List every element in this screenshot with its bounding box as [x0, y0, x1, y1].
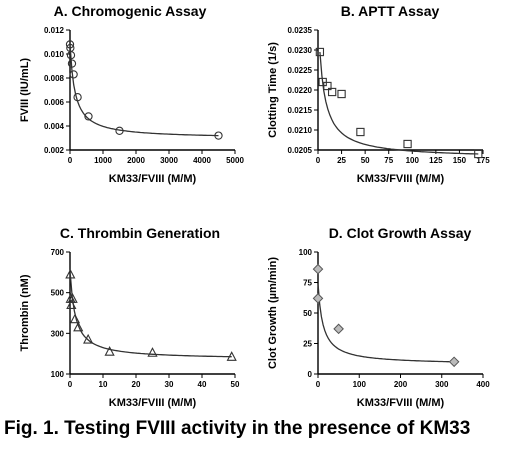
data-point — [312, 263, 324, 275]
y-axis-label: Clot Growth (µm/min) — [267, 257, 279, 369]
y-tick-label: 0 — [308, 370, 313, 379]
data-point — [214, 131, 223, 140]
y-tick-label: 0.010 — [44, 50, 65, 59]
x-tick-label: 50 — [361, 156, 370, 165]
x-tick-label: 100 — [353, 380, 367, 389]
x-tick-label: 5000 — [226, 156, 244, 165]
y-tick-label: 100 — [299, 248, 313, 257]
y-tick-label: 0.006 — [44, 98, 65, 107]
x-tick-label: 100 — [406, 156, 420, 165]
y-tick-label: 0.0230 — [288, 46, 313, 55]
data-point — [327, 87, 337, 97]
x-tick-label: 10 — [99, 380, 108, 389]
y-axis-label: FVIII (IU/mL) — [19, 58, 31, 123]
data-point — [226, 351, 237, 361]
x-tick-label: 0 — [316, 156, 321, 165]
x-tick-label: 20 — [132, 380, 141, 389]
data-point — [337, 89, 346, 99]
x-tick-label: 1000 — [94, 156, 112, 165]
data-point — [315, 47, 325, 57]
y-tick-label: 700 — [51, 248, 65, 257]
data-point — [67, 293, 78, 303]
x-tick-label: 25 — [337, 156, 346, 165]
data-point — [65, 40, 75, 49]
chart-panel-a: A. Chromogenic Assay 0.002 0.004 0.006 0.008… — [19, 3, 244, 185]
x-tick-label: 2000 — [127, 156, 145, 165]
data-point — [312, 293, 324, 304]
fit-curve — [69, 274, 232, 358]
y-tick-label: 0.0225 — [288, 66, 313, 75]
data-point — [65, 268, 76, 279]
x-axis-label: KM33/FVIII (M/M) — [109, 173, 197, 185]
panel-title: A. Chromogenic Assay — [54, 3, 207, 19]
data-point — [115, 126, 124, 135]
data-point — [403, 139, 412, 149]
y-tick-label: 0.0235 — [288, 26, 313, 35]
x-tick-label: 4000 — [193, 156, 211, 165]
panel-title: D. Clot Growth Assay — [329, 225, 472, 241]
data-point — [84, 112, 93, 121]
panel-title: C. Thrombin Generation — [60, 225, 220, 241]
data-point — [83, 333, 94, 344]
x-tick-label: 50 — [231, 380, 240, 389]
x-tick-label: 3000 — [160, 156, 178, 165]
data-point — [448, 356, 460, 368]
x-tick-label: 200 — [394, 380, 408, 389]
y-tick-label: 75 — [303, 279, 312, 288]
x-tick-label: 125 — [429, 156, 443, 165]
figure-caption: Fig. 1. Testing FVIII activity in the pr… — [4, 418, 471, 439]
charts-canvas: A. Chromogenic Assay 0.002 0.004 0.006 0.008… — [19, 3, 490, 409]
y-tick-label: 300 — [51, 329, 65, 338]
x-tick-label: 30 — [165, 380, 174, 389]
x-tick-label: 175 — [476, 156, 490, 165]
x-tick-label: 300 — [435, 380, 449, 389]
data-point — [323, 81, 332, 91]
fit-curve — [319, 51, 479, 155]
y-tick-label: 0.0205 — [288, 146, 313, 155]
data-point — [69, 70, 78, 79]
y-axis-label: Clotting Time (1/s) — [267, 42, 279, 138]
y-tick-label: 0.012 — [44, 26, 65, 35]
x-tick-label: 40 — [198, 380, 207, 389]
y-tick-label: 25 — [303, 340, 312, 349]
y-tick-label: 0.008 — [44, 74, 65, 83]
y-tick-label: 0.0215 — [288, 106, 313, 115]
data-point — [66, 51, 76, 60]
chart-panel-b: B. APTT Assay 0.0205 0.0210 0.0215 0.0220 0.0… — [267, 3, 490, 185]
panel-title: B. APTT Assay — [341, 3, 440, 19]
fit-curve — [317, 283, 455, 363]
data-point — [66, 299, 77, 310]
data-point — [104, 346, 115, 356]
data-point — [474, 149, 483, 159]
y-tick-label: 100 — [51, 370, 65, 379]
y-tick-label: 0.002 — [44, 146, 65, 155]
y-tick-label: 0.004 — [44, 122, 65, 131]
y-tick-label: 50 — [303, 309, 312, 318]
data-point — [67, 59, 77, 68]
data-point — [69, 313, 81, 324]
x-tick-label: 0 — [68, 156, 73, 165]
x-tick-label: 0 — [316, 380, 321, 389]
x-tick-label: 150 — [453, 156, 467, 165]
chart-panel-d: D. Clot Growth Assay 0 25 50 75 100 0 100 200 300… — [267, 225, 490, 409]
x-axis-label: KM33/FVIII (M/M) — [357, 173, 445, 185]
data-point — [356, 127, 365, 137]
y-axis-label: Thrombin (nM) — [19, 274, 31, 351]
y-tick-label: 0.0220 — [288, 86, 313, 95]
x-tick-label: 0 — [68, 380, 73, 389]
x-axis-label: KM33/FVIII (M/M) — [357, 397, 445, 409]
data-point — [147, 347, 158, 357]
x-tick-label: 400 — [476, 380, 490, 389]
x-axis-label: KM33/FVIII (M/M) — [109, 397, 197, 409]
x-tick-label: 75 — [384, 156, 393, 165]
data-point — [73, 321, 84, 332]
data-point — [73, 93, 82, 102]
chart-panel-c: C. Thrombin Generation 100 300 500 700 0 10 20 3… — [19, 225, 240, 409]
fit-curve — [69, 44, 219, 137]
data-point — [333, 323, 344, 335]
y-tick-label: 0.0210 — [288, 126, 313, 135]
y-tick-label: 500 — [51, 289, 65, 298]
